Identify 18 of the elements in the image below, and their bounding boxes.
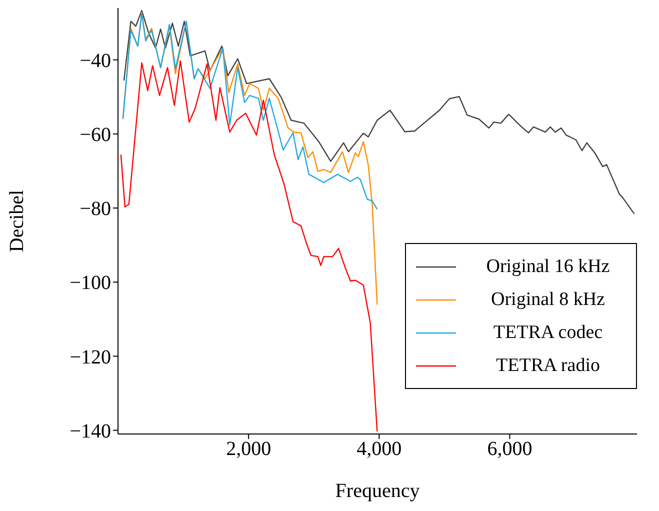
y-tick-label: −80 <box>80 198 111 220</box>
y-tick-label: −100 <box>70 272 111 294</box>
legend-label: TETRA codec <box>492 322 604 344</box>
x-axis-title: Frequency <box>335 480 420 502</box>
line-series <box>123 10 635 215</box>
x-tick-label: 2,000 <box>226 438 272 460</box>
y-tick-label: −40 <box>80 50 111 72</box>
y-tick-label: −60 <box>80 124 111 146</box>
legend-label: Original 8 kHz <box>490 288 606 310</box>
legend-label: TETRA radio <box>495 354 601 376</box>
legend-label: Original 16 kHz <box>485 256 611 278</box>
x-tick-label: 4,000 <box>356 438 402 460</box>
y-axis-title: Decibel <box>6 189 28 252</box>
line-series <box>122 12 378 210</box>
x-tick-label: 6,000 <box>487 438 532 460</box>
y-tick-label: −140 <box>70 420 111 442</box>
line-series <box>120 60 378 432</box>
y-tick-label: −120 <box>70 346 111 368</box>
